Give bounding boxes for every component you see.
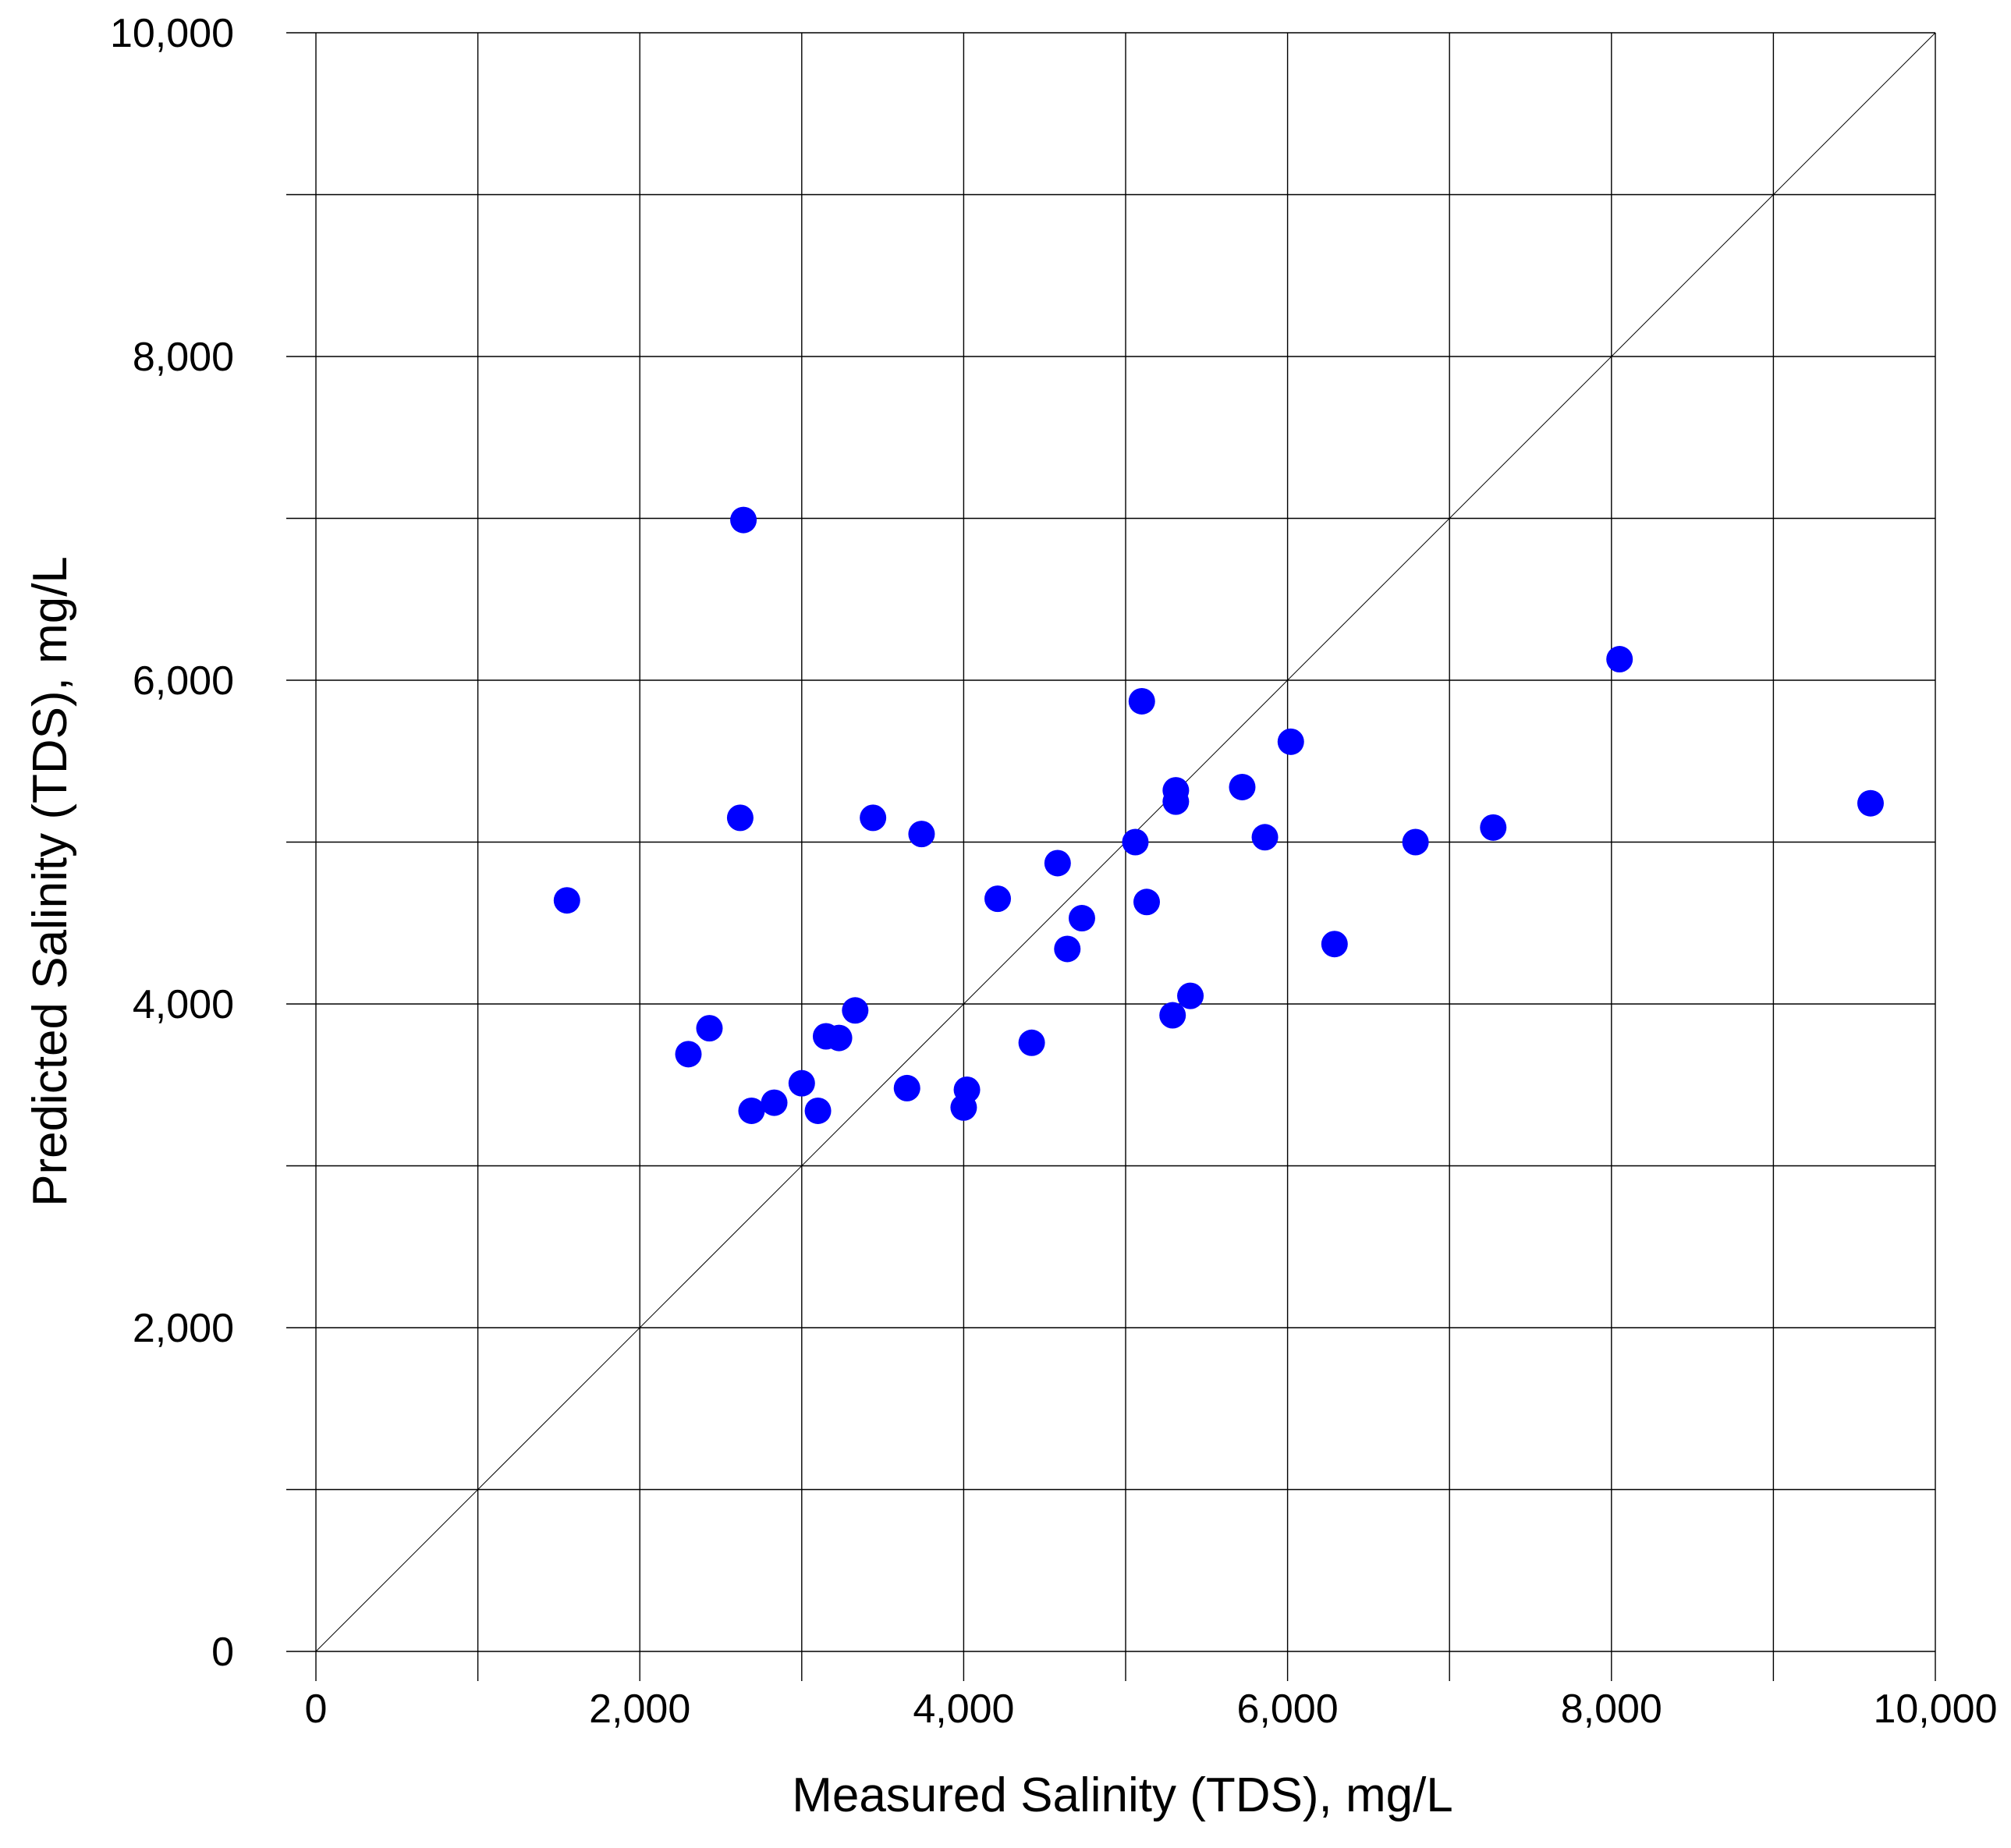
- data-point: [738, 1097, 765, 1124]
- data-point: [825, 1024, 853, 1052]
- data-point: [893, 1074, 920, 1101]
- y-tick-label: 8,000: [133, 335, 234, 380]
- y-tick-label: 10,000: [110, 11, 234, 56]
- data-point: [1162, 788, 1190, 815]
- data-point: [1229, 773, 1256, 800]
- x-axis-tick-labels: 0 2,000 4,000 6,000 8,000 10,000: [305, 1687, 1998, 1732]
- data-point: [788, 1069, 815, 1097]
- data-point: [1177, 982, 1204, 1009]
- data-point: [953, 1076, 981, 1103]
- data-point: [804, 1097, 832, 1124]
- data-point: [1044, 850, 1071, 877]
- data-point: [1054, 935, 1081, 963]
- x-tick-label: 8,000: [1561, 1687, 1662, 1732]
- data-point: [1128, 687, 1155, 715]
- data-point: [675, 1041, 702, 1068]
- data-point: [1159, 1002, 1186, 1029]
- x-tick-label: 2,000: [589, 1687, 690, 1732]
- data-point: [908, 821, 935, 848]
- data-points: [553, 506, 1884, 1124]
- data-point: [1480, 814, 1507, 841]
- data-point: [1606, 646, 1633, 673]
- x-axis-title: Measured Salinity (TDS), mg/L: [792, 1768, 1453, 1822]
- x-tick-label: 0: [305, 1687, 328, 1732]
- x-tick-label: 10,000: [1873, 1687, 1997, 1732]
- data-point: [1018, 1029, 1045, 1056]
- x-tick-label: 4,000: [913, 1687, 1014, 1732]
- data-point: [1251, 824, 1279, 851]
- y-axis-title: Predicted Salinity (TDS), mg/L: [23, 556, 77, 1207]
- data-point: [1321, 931, 1348, 958]
- data-point: [1133, 889, 1160, 916]
- data-point: [1068, 905, 1095, 932]
- data-point: [984, 885, 1011, 913]
- y-tick-label: 4,000: [133, 982, 234, 1027]
- data-point: [761, 1089, 788, 1116]
- data-point: [553, 887, 580, 914]
- y-tick-label: 2,000: [133, 1306, 234, 1351]
- data-point: [730, 506, 757, 534]
- data-point: [1402, 828, 1429, 856]
- y-tick-label: 0: [211, 1630, 234, 1675]
- grid: [286, 32, 1936, 1681]
- data-point: [1857, 789, 1884, 817]
- x-tick-label: 6,000: [1237, 1687, 1339, 1732]
- data-point: [1277, 728, 1304, 755]
- data-point: [1122, 828, 1149, 856]
- data-point: [696, 1015, 723, 1042]
- data-point: [726, 804, 754, 832]
- y-axis-tick-labels: 0 2,000 4,000 6,000 8,000 10,000: [110, 11, 234, 1675]
- data-point: [842, 997, 869, 1024]
- y-tick-label: 6,000: [133, 658, 234, 704]
- data-point: [860, 804, 887, 832]
